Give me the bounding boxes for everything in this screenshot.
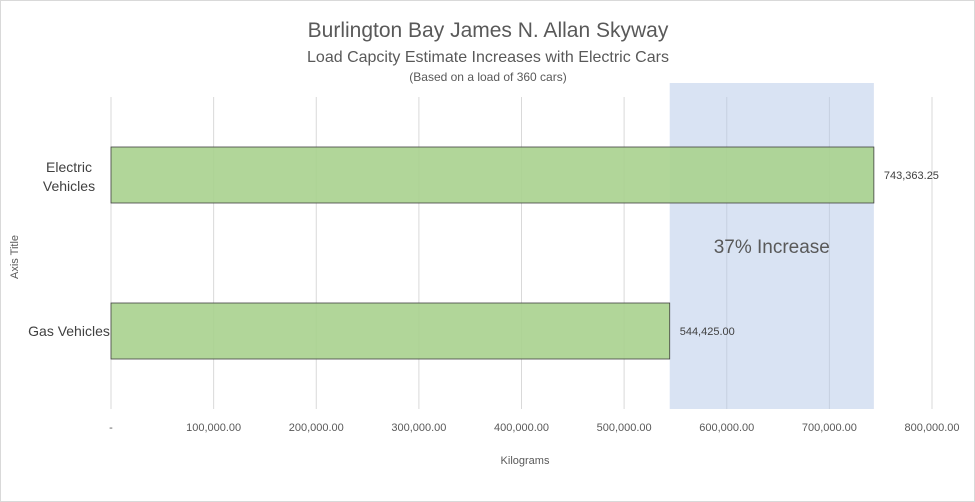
x-tick-label: 500,000.00 [597, 422, 652, 434]
highlight-region [669, 83, 874, 409]
category-label: Electric Vehicles [43, 159, 95, 194]
x-tick-label: 400,000.00 [494, 422, 549, 434]
chart-subtitle: Load Capcity Estimate Increases with Ele… [307, 49, 669, 66]
x-tick-label: 200,000.00 [289, 422, 344, 434]
highlight-label: 37% Increase [714, 237, 830, 258]
x-tick-label: 100,000.00 [186, 422, 241, 434]
x-tick-label: - [109, 422, 113, 434]
category-label: Gas Vehicles [28, 323, 110, 339]
bar [110, 146, 875, 204]
data-label: 544,425.00 [680, 326, 735, 338]
y-axis-title: Axis Title [9, 235, 21, 279]
chart-title: Burlington Bay James N. Allan Skyway [308, 19, 669, 42]
x-tick-label: 600,000.00 [699, 422, 754, 434]
bar [110, 302, 671, 360]
x-tick-label: 700,000.00 [802, 422, 857, 434]
x-tick-label: 800,000.00 [904, 422, 959, 434]
chart-subtitle-note: (Based on a load of 360 cars) [409, 70, 566, 84]
data-label: 743,363.25 [884, 170, 939, 182]
x-axis-title: Kilograms [501, 455, 550, 467]
x-tick-label: 300,000.00 [391, 422, 446, 434]
